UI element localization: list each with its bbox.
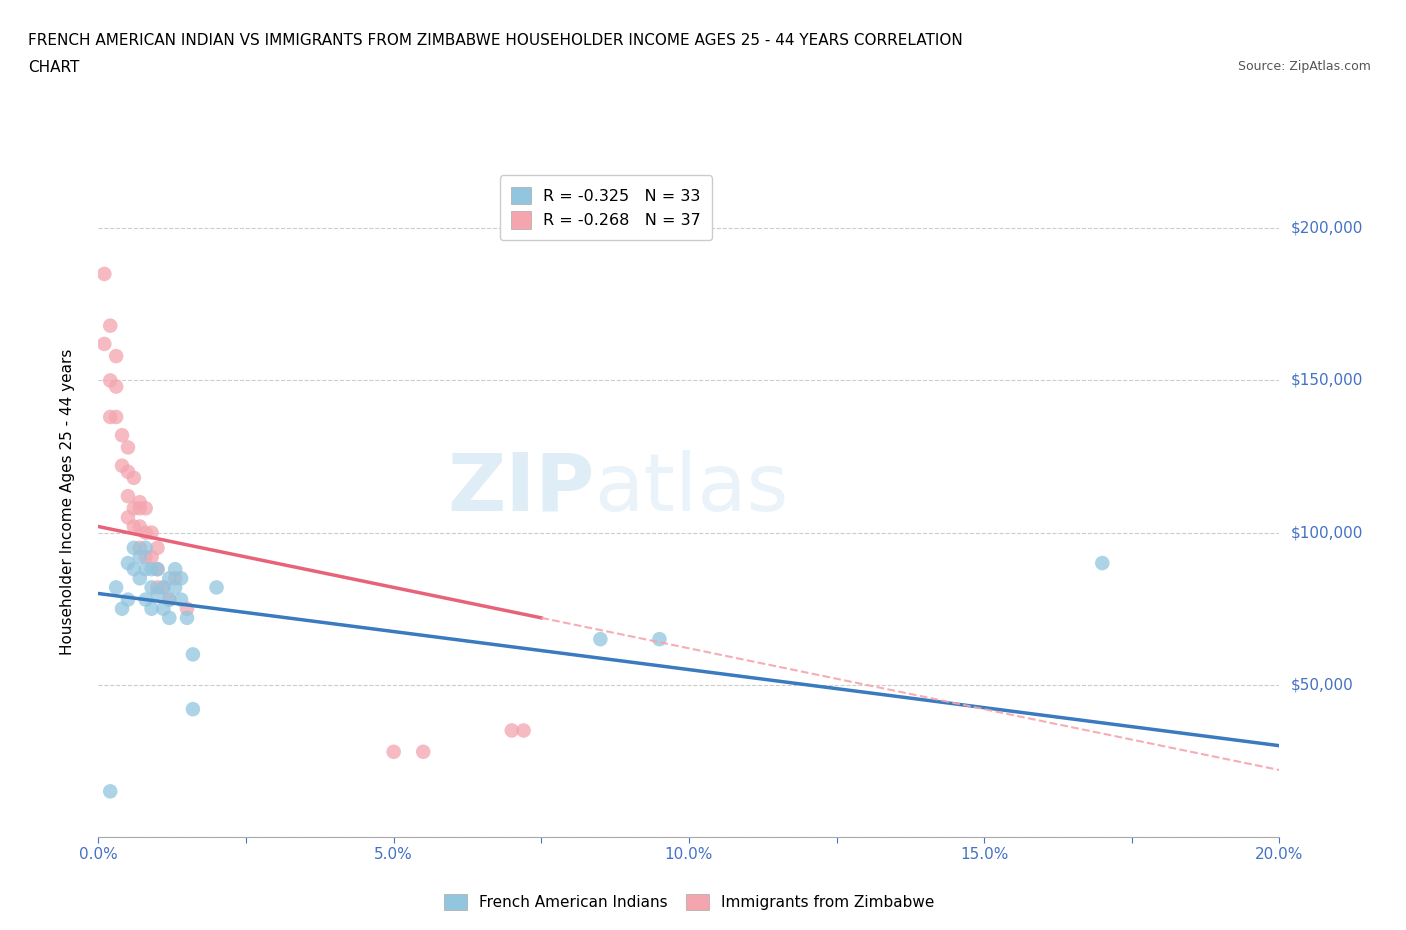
Point — [98, 318, 121, 333]
Point — [152, 602, 174, 617]
Point — [117, 488, 139, 503]
Point — [176, 610, 198, 625]
Point — [135, 501, 157, 516]
Point — [117, 555, 139, 570]
Text: atlas: atlas — [595, 450, 789, 528]
Point — [382, 744, 405, 759]
Point — [93, 337, 115, 352]
Point — [98, 784, 121, 799]
Point — [141, 580, 163, 595]
Point — [146, 562, 169, 577]
Point — [176, 602, 198, 617]
Point — [157, 571, 180, 586]
Point — [117, 440, 139, 455]
Text: $50,000: $50,000 — [1291, 677, 1354, 692]
Point — [128, 501, 150, 516]
Point — [165, 580, 187, 595]
Point — [157, 592, 180, 607]
Point — [105, 580, 128, 595]
Point — [111, 602, 134, 617]
Point — [135, 592, 157, 607]
Point — [135, 550, 157, 565]
Point — [98, 373, 121, 388]
Point — [170, 571, 193, 586]
Point — [122, 501, 145, 516]
Point — [648, 631, 671, 646]
Text: Source: ZipAtlas.com: Source: ZipAtlas.com — [1237, 60, 1371, 73]
Point — [122, 540, 145, 555]
Legend: French American Indians, Immigrants from Zimbabwe: French American Indians, Immigrants from… — [437, 888, 941, 916]
Point — [117, 464, 139, 479]
Point — [135, 540, 157, 555]
Point — [165, 571, 187, 586]
Point — [1091, 555, 1114, 570]
Point — [412, 744, 434, 759]
Point — [105, 379, 128, 394]
Point — [105, 349, 128, 364]
Y-axis label: Householder Income Ages 25 - 44 years: Householder Income Ages 25 - 44 years — [60, 349, 75, 656]
Text: $100,000: $100,000 — [1291, 525, 1362, 540]
Point — [128, 495, 150, 510]
Point — [135, 525, 157, 540]
Text: FRENCH AMERICAN INDIAN VS IMMIGRANTS FROM ZIMBABWE HOUSEHOLDER INCOME AGES 25 - : FRENCH AMERICAN INDIAN VS IMMIGRANTS FRO… — [28, 33, 963, 47]
Point — [141, 602, 163, 617]
Point — [141, 562, 163, 577]
Text: ZIP: ZIP — [447, 450, 595, 528]
Point — [111, 428, 134, 443]
Point — [135, 562, 157, 577]
Point — [122, 519, 145, 534]
Point — [141, 525, 163, 540]
Point — [111, 458, 134, 473]
Point — [128, 540, 150, 555]
Point — [146, 562, 169, 577]
Point — [205, 580, 228, 595]
Text: $150,000: $150,000 — [1291, 373, 1362, 388]
Point — [170, 592, 193, 607]
Point — [141, 550, 163, 565]
Point — [128, 571, 150, 586]
Point — [157, 610, 180, 625]
Point — [122, 562, 145, 577]
Point — [146, 540, 169, 555]
Point — [589, 631, 612, 646]
Point — [152, 580, 174, 595]
Point — [98, 409, 121, 424]
Point — [512, 723, 534, 737]
Point — [105, 409, 128, 424]
Point — [181, 702, 204, 717]
Point — [152, 580, 174, 595]
Point — [128, 550, 150, 565]
Point — [181, 647, 204, 662]
Point — [165, 562, 187, 577]
Point — [157, 592, 180, 607]
Point — [128, 519, 150, 534]
Text: CHART: CHART — [28, 60, 80, 75]
Point — [501, 723, 523, 737]
Point — [146, 586, 169, 601]
Point — [117, 592, 139, 607]
Point — [93, 267, 115, 282]
Text: $200,000: $200,000 — [1291, 220, 1362, 236]
Point — [122, 471, 145, 485]
Point — [146, 580, 169, 595]
Point — [117, 510, 139, 525]
